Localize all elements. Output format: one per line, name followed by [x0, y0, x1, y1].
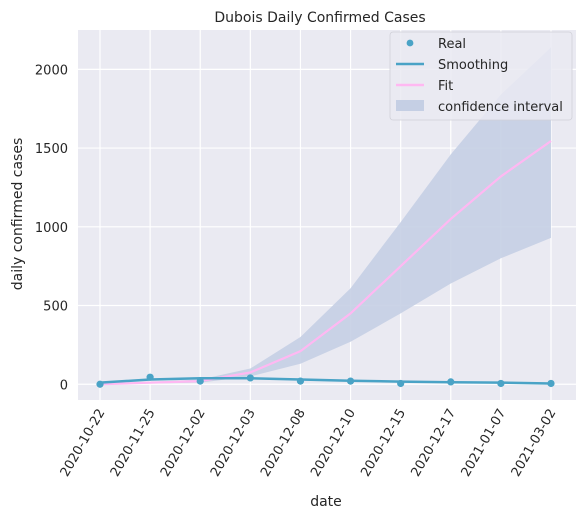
legend-label: Real	[438, 37, 466, 52]
real-point	[296, 377, 305, 385]
y-tick-label: 500	[43, 300, 68, 315]
real-point	[146, 373, 154, 381]
y-axis-label: daily confirmed cases	[10, 138, 26, 291]
real-point	[397, 379, 405, 388]
legend-label: Smoothing	[438, 58, 508, 73]
legend: Real Smoothing Fit confidence interval	[389, 31, 573, 121]
real-point	[346, 377, 355, 385]
x-tick-label: 2020-12-17	[408, 407, 459, 480]
real-point	[547, 379, 555, 388]
y-tick-label: 1000	[35, 221, 68, 236]
x-tick-label: 2020-11-25	[108, 407, 159, 480]
real-point	[497, 379, 505, 388]
x-tick-label: 2020-12-10	[308, 407, 359, 480]
smoothing-line	[99, 377, 552, 385]
legend-marker-real	[406, 39, 414, 47]
x-tick-labels: 2020-10-22 2020-11-25 2020-12-02 2020-12-03…	[58, 407, 560, 480]
y-tick-labels: 0 500 1000 1500 2000	[35, 63, 68, 393]
real-point	[196, 377, 204, 385]
legend-label: Fit	[438, 79, 453, 94]
x-tick-label: 2020-12-15	[358, 407, 409, 480]
legend-label: confidence interval	[438, 100, 563, 115]
y-tick-label: 2000	[35, 63, 68, 78]
x-tick-label: 2021-03-02	[509, 407, 560, 480]
real-points	[96, 373, 555, 388]
y-tick-label: 1500	[35, 142, 68, 157]
x-tick-label: 2020-12-03	[208, 407, 259, 480]
real-point	[447, 378, 455, 386]
fit-line	[99, 140, 552, 386]
x-tick-label: 2020-12-08	[258, 407, 309, 480]
real-point	[246, 374, 254, 382]
real-point	[96, 380, 104, 388]
x-tick-label: 2021-01-07	[459, 407, 510, 480]
x-tick-label: 2020-10-22	[58, 407, 109, 480]
confidence-interval-band	[100, 47, 551, 385]
chart-title: Dubois Daily Confirmed Cases	[214, 10, 425, 26]
legend-patch-confidence-interval	[396, 100, 424, 111]
x-axis-label: date	[310, 494, 342, 510]
x-tick-label: 2020-12-02	[158, 407, 209, 480]
y-tick-label: 0	[60, 378, 68, 393]
legend-box	[389, 31, 573, 121]
